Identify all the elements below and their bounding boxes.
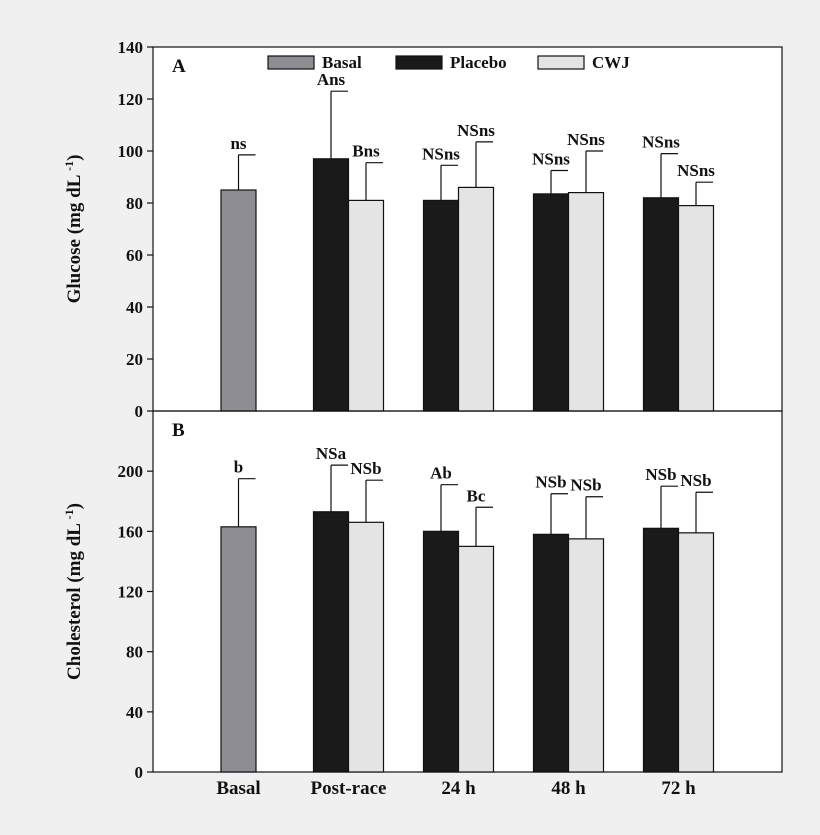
significance-label: Ans <box>317 70 346 89</box>
bar-basal <box>220 526 257 773</box>
bar-cwj <box>677 532 715 773</box>
y-tick-label: 120 <box>118 583 144 602</box>
legend: Basal Placebo CWJ <box>267 53 630 72</box>
significance-label: NSns <box>642 133 680 152</box>
panel-a: 0 20 40 60 80 100 120 140 Glucose (mg dL -1) Ans A… <box>62 38 783 421</box>
bar-placebo <box>422 530 460 773</box>
significance-label: NSa <box>316 444 347 463</box>
y-axis-label-close: ) <box>64 503 85 509</box>
significance-label: NSb <box>350 459 381 478</box>
y-tick-label: 20 <box>126 350 143 369</box>
significance-label: Ab <box>430 464 452 483</box>
y-tick-label: 80 <box>126 643 143 662</box>
significance-label: NSns <box>457 121 495 140</box>
bar-cwj <box>347 199 385 412</box>
bar-basal <box>220 189 257 412</box>
x-tick-label: 24 h <box>441 778 476 799</box>
y-axis-label: Cholesterol (mg dL -1) <box>62 503 85 680</box>
y-axis-label-superscript: -1 <box>62 161 76 171</box>
bar-cwj <box>457 545 495 773</box>
legend-swatch-basal <box>267 55 315 70</box>
y-tick-label: 100 <box>118 142 144 161</box>
significance-label: NSns <box>532 150 570 169</box>
x-tick-label: 72 h <box>661 778 696 799</box>
legend-label: CWJ <box>592 53 630 72</box>
bar-cwj <box>347 521 385 773</box>
legend-label: Placebo <box>450 53 507 72</box>
y-tick-label: 80 <box>126 194 143 213</box>
bar-placebo <box>642 527 680 773</box>
bar-cwj <box>677 205 715 412</box>
bar-placebo <box>312 511 350 773</box>
bar-placebo <box>532 193 570 412</box>
y-tick-label: 40 <box>126 703 143 722</box>
significance-label: Bc <box>467 486 486 505</box>
significance-label: b <box>234 458 243 477</box>
bar-placebo <box>642 197 680 412</box>
bar-placebo <box>422 199 460 412</box>
significance-label: NSns <box>422 144 460 163</box>
significance-label: NSb <box>645 465 676 484</box>
panel-label: A <box>172 56 186 77</box>
y-tick-label: 200 <box>118 462 144 481</box>
y-tick-label: 60 <box>126 246 143 265</box>
y-axis-label-text: Glucose (mg dL <box>64 171 85 303</box>
bar-cwj <box>567 192 605 412</box>
y-axis-label-superscript: -1 <box>62 509 76 519</box>
significance-label: Bns <box>352 142 380 161</box>
panel-b: 0 40 80 120 160 200 Cholesterol (mg dL -1) Bb NS… <box>62 410 783 782</box>
significance-label: NSb <box>570 476 601 495</box>
bar-cwj <box>457 186 495 412</box>
y-tick-label: 0 <box>135 402 144 421</box>
y-axis-label: Glucose (mg dL -1) <box>62 155 85 304</box>
y-tick-label: 0 <box>135 763 144 782</box>
significance-label: ns <box>230 134 246 153</box>
y-tick-label: 120 <box>118 90 144 109</box>
x-tick-label: 48 h <box>551 778 586 799</box>
y-axis-label-text: Cholesterol (mg dL <box>64 519 85 680</box>
bar-cwj <box>567 538 605 773</box>
significance-label: NSns <box>677 161 715 180</box>
legend-swatch-placebo <box>395 55 443 70</box>
y-tick-label: 140 <box>118 38 144 57</box>
x-tick-label: Basal <box>216 778 260 799</box>
y-tick-label: 160 <box>118 522 144 541</box>
significance-label: NSb <box>535 473 566 492</box>
y-axis-label-close: ) <box>64 155 85 161</box>
significance-label: NSb <box>680 471 711 490</box>
significance-label: NSns <box>567 130 605 149</box>
bar-placebo <box>532 533 570 773</box>
legend-label: Basal <box>322 53 362 72</box>
x-tick-label: Post-race <box>311 778 387 799</box>
bar-placebo <box>312 158 350 412</box>
y-tick-label: 40 <box>126 298 143 317</box>
panel-label: B <box>172 420 185 441</box>
legend-swatch-cwj <box>537 55 585 70</box>
